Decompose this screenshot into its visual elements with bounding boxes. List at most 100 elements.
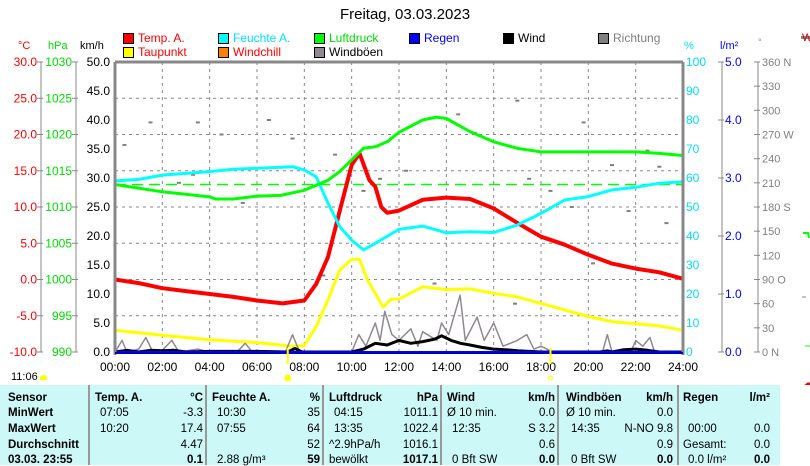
temp-axis-unit: °C (18, 40, 31, 52)
column-header: Luftdruck (329, 392, 383, 404)
direction-point (240, 201, 245, 204)
cell-label: 10:20 (100, 423, 129, 435)
weather-chart: 30.025.020.015.010.05.00.0-5.0-10.010301… (10, 36, 810, 385)
row-label: 03.03. 23:55 (8, 454, 73, 466)
cell-label: 07:55 (217, 423, 246, 435)
cell-value: N-NO 9.8 (624, 423, 673, 435)
cell-value: S 3.2 (528, 423, 555, 435)
column-unit: hPa (416, 392, 438, 404)
direction-point (378, 177, 383, 180)
cell-label: Ø 10 min. (566, 407, 616, 419)
legend-swatch (218, 46, 229, 58)
humidity-tick-label: 60 (686, 171, 700, 185)
legend-item: Windböen (314, 45, 383, 59)
direction-point (290, 137, 295, 140)
column-header: Regen (683, 392, 719, 404)
legend-swatch (123, 46, 134, 58)
cell-value: 0.9 (657, 439, 673, 451)
wind-tick-label: 45.0 (87, 84, 111, 98)
column-unit: °C (190, 392, 203, 404)
next-chart-fragment (801, 36, 810, 39)
cell-value: 1017.1 (402, 454, 438, 466)
temp-tick-label: 20.0 (14, 128, 38, 142)
pressure-tick-label: 1010 (45, 200, 72, 214)
cell-value: 35 (307, 407, 320, 419)
humidity-tick-label: 50 (686, 200, 700, 214)
wind-tick-label: 30.0 (87, 171, 111, 185)
legend-label: Richtung (613, 31, 661, 45)
cell-value: -3.3 (183, 407, 203, 419)
direction-point (432, 282, 437, 285)
column-header: Windböen (566, 392, 622, 404)
table-divider (440, 385, 442, 465)
direction-tick-label: 210 (762, 178, 780, 190)
table-divider (677, 385, 679, 465)
series-line-luftdruck (114, 115, 684, 201)
pressure-tick-label: 1015 (45, 164, 72, 178)
direction-tick-label: 300 (762, 105, 780, 117)
cell-label: 2.88 g/m³ (217, 454, 266, 466)
legend-label: Windböen (329, 45, 384, 59)
humidity-tick-label: 0 (686, 345, 693, 359)
table-divider (88, 385, 90, 465)
temp-tick-label: 0.0 (20, 273, 37, 287)
direction-point (664, 222, 669, 225)
legend-label: Windchill (233, 45, 282, 59)
x-tick-label: 22:00 (621, 360, 651, 374)
humidity-tick-label: 70 (686, 142, 700, 156)
rain-tick-label: 0.0 (725, 345, 742, 359)
cell-value: 0.6 (539, 439, 555, 451)
direction-tick-label: 360 N (762, 57, 791, 69)
pressure-tick-label: 1020 (45, 128, 72, 142)
wind-tick-label: 10.0 (87, 287, 111, 301)
direction-point (321, 274, 326, 277)
legend-label: Luftdruck (329, 31, 379, 45)
legend-swatch (218, 32, 229, 44)
direction-point (548, 189, 553, 192)
cell-value: 4.47 (180, 439, 203, 451)
series-line-taupunkt (114, 257, 684, 348)
legend-swatch (409, 32, 420, 44)
series-line-feuchte-a- (114, 165, 684, 252)
wind-tick-label: 20.0 (87, 229, 111, 243)
humidity-tick-label: 40 (686, 229, 700, 243)
x-tick-label: 14:00 (431, 360, 461, 374)
legend-item: Temp. A. (123, 31, 185, 45)
x-tick-label: 12:00 (384, 360, 414, 374)
cell-value: 0.0 (754, 423, 770, 435)
cell-value: 1022.4 (402, 423, 438, 435)
direction-tick-label: 270 W (762, 130, 794, 142)
temp-tick-label: 15.0 (14, 164, 38, 178)
direction-tick-label: 60 (762, 299, 774, 311)
legend-item: Richtung (598, 31, 660, 45)
cell-label: 10:30 (217, 407, 246, 419)
temp-tick-label: -5.0 (16, 309, 37, 323)
direction-point (191, 173, 196, 176)
humidity-tick-label: 80 (686, 113, 700, 127)
humidity-tick-label: 10 (686, 316, 700, 330)
cell-label: 00:00 (688, 423, 717, 435)
direction-point (645, 149, 650, 152)
cell-value: 0.0 (539, 407, 555, 419)
direction-point (361, 189, 366, 192)
next-chart-cut-label: W (802, 32, 810, 44)
temp-tick-label: -10.0 (10, 345, 38, 359)
sunrise-icon (284, 374, 292, 382)
direction-point (219, 133, 224, 136)
x-tick-label: 20:00 (573, 360, 603, 374)
cell-value: 1011.1 (403, 407, 438, 419)
column-unit: % (309, 392, 320, 404)
direction-tick-label: 0 N (762, 347, 779, 359)
x-tick-label: 10:00 (337, 360, 367, 374)
x-tick-label: 06:00 (242, 360, 272, 374)
humidity-tick-label: 20 (686, 287, 700, 301)
cell-value: 0.0 (754, 454, 770, 466)
cell-label: Gesamt: (683, 439, 727, 451)
cell-label: bewölkt (329, 454, 368, 466)
legend-swatch (598, 32, 609, 44)
column-unit: km/h (646, 392, 673, 404)
cell-value: 1016.1 (402, 439, 438, 451)
legend-label: Wind (518, 31, 546, 45)
column-header: Wind (447, 392, 475, 404)
direction-point (176, 181, 181, 184)
